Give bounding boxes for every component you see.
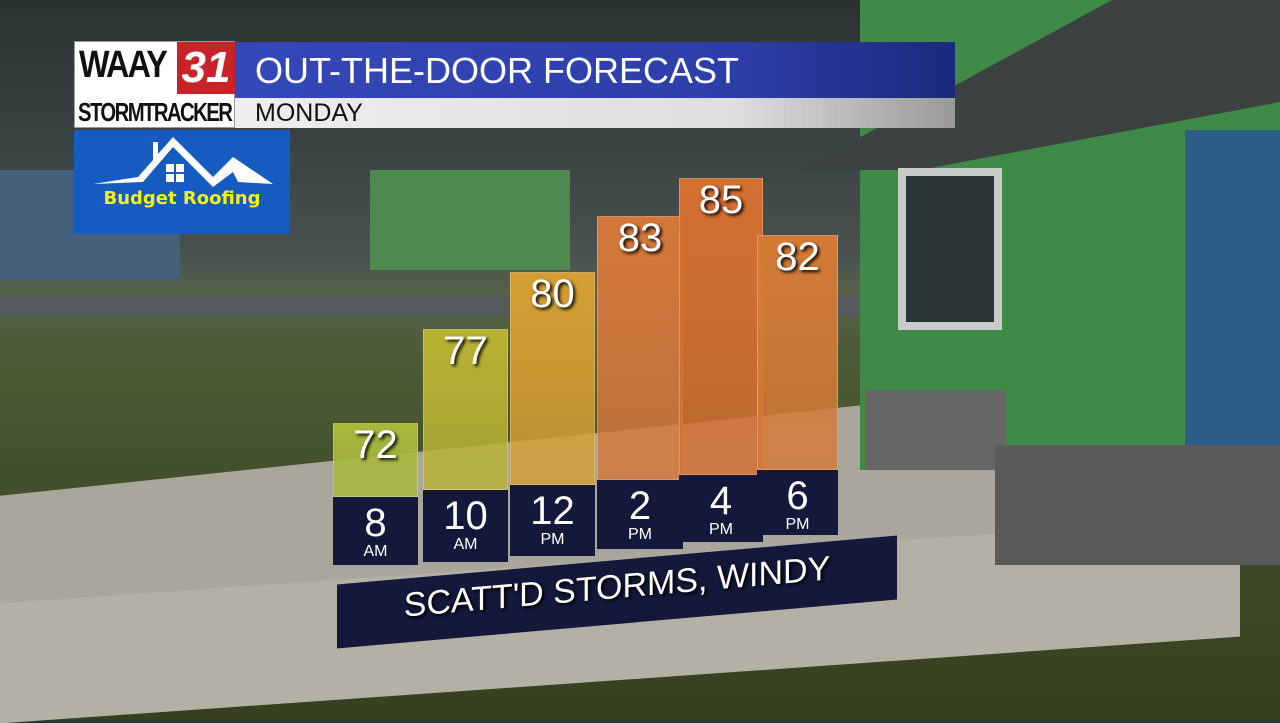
hour-label: 2 bbox=[628, 483, 652, 528]
period-label: PM bbox=[540, 530, 565, 548]
time-label: 8 AM bbox=[333, 497, 418, 565]
period-label: AM bbox=[363, 543, 388, 560]
period-label: PM bbox=[709, 520, 733, 538]
hour-label: 6 bbox=[786, 474, 809, 518]
value-label: 80 bbox=[530, 272, 575, 317]
bar-fill bbox=[757, 234, 838, 470]
channel-number: 31 bbox=[177, 42, 235, 94]
station-logo: WAAY 31 STORMTRACKER bbox=[74, 41, 235, 128]
bar: 77 10 AM bbox=[423, 328, 508, 562]
steps bbox=[995, 445, 1280, 565]
value-label: 77 bbox=[443, 328, 488, 373]
time-label: 12 PM bbox=[510, 484, 595, 556]
bar-fill bbox=[679, 177, 763, 475]
foundation bbox=[865, 390, 1005, 470]
brand-name: STORMTRACKER bbox=[78, 97, 233, 127]
time-label: 2 PM bbox=[597, 479, 683, 549]
period-label: PM bbox=[628, 525, 652, 543]
time-label: 4 PM bbox=[679, 474, 763, 542]
period-label: AM bbox=[453, 536, 478, 553]
value-label: 85 bbox=[698, 177, 744, 222]
day-subtitle: MONDAY bbox=[235, 98, 955, 128]
page-title: OUT-THE-DOOR FORECAST bbox=[235, 42, 955, 98]
value-label: 82 bbox=[775, 234, 820, 279]
hour-label: 10 bbox=[443, 494, 488, 538]
hour-label: 4 bbox=[709, 478, 733, 523]
hour-label: 12 bbox=[530, 488, 575, 533]
house-middle bbox=[370, 170, 570, 270]
bar: 85 4 PM bbox=[679, 177, 763, 542]
bar-fill bbox=[333, 423, 418, 497]
time-label: 6 PM bbox=[757, 470, 838, 535]
bar-fill bbox=[423, 328, 508, 490]
station-name: WAAY bbox=[79, 44, 168, 86]
house-roof-icon bbox=[93, 137, 273, 187]
bar-fill bbox=[510, 272, 595, 485]
sponsor-name: Budget Roofing bbox=[103, 188, 261, 209]
door bbox=[1185, 130, 1280, 485]
value-label: 72 bbox=[353, 423, 398, 467]
sponsor-logo: Budget Roofing bbox=[74, 130, 290, 234]
bar: 72 8 AM bbox=[333, 423, 418, 565]
bar: 80 12 PM bbox=[510, 272, 595, 556]
hour-label: 8 bbox=[364, 501, 387, 545]
bar: 82 6 PM bbox=[757, 234, 838, 535]
value-label: 83 bbox=[617, 215, 663, 260]
time-label: 10 AM bbox=[423, 490, 508, 562]
window bbox=[898, 168, 1002, 330]
period-label: PM bbox=[785, 516, 810, 533]
bar: 83 2 PM bbox=[597, 215, 683, 549]
